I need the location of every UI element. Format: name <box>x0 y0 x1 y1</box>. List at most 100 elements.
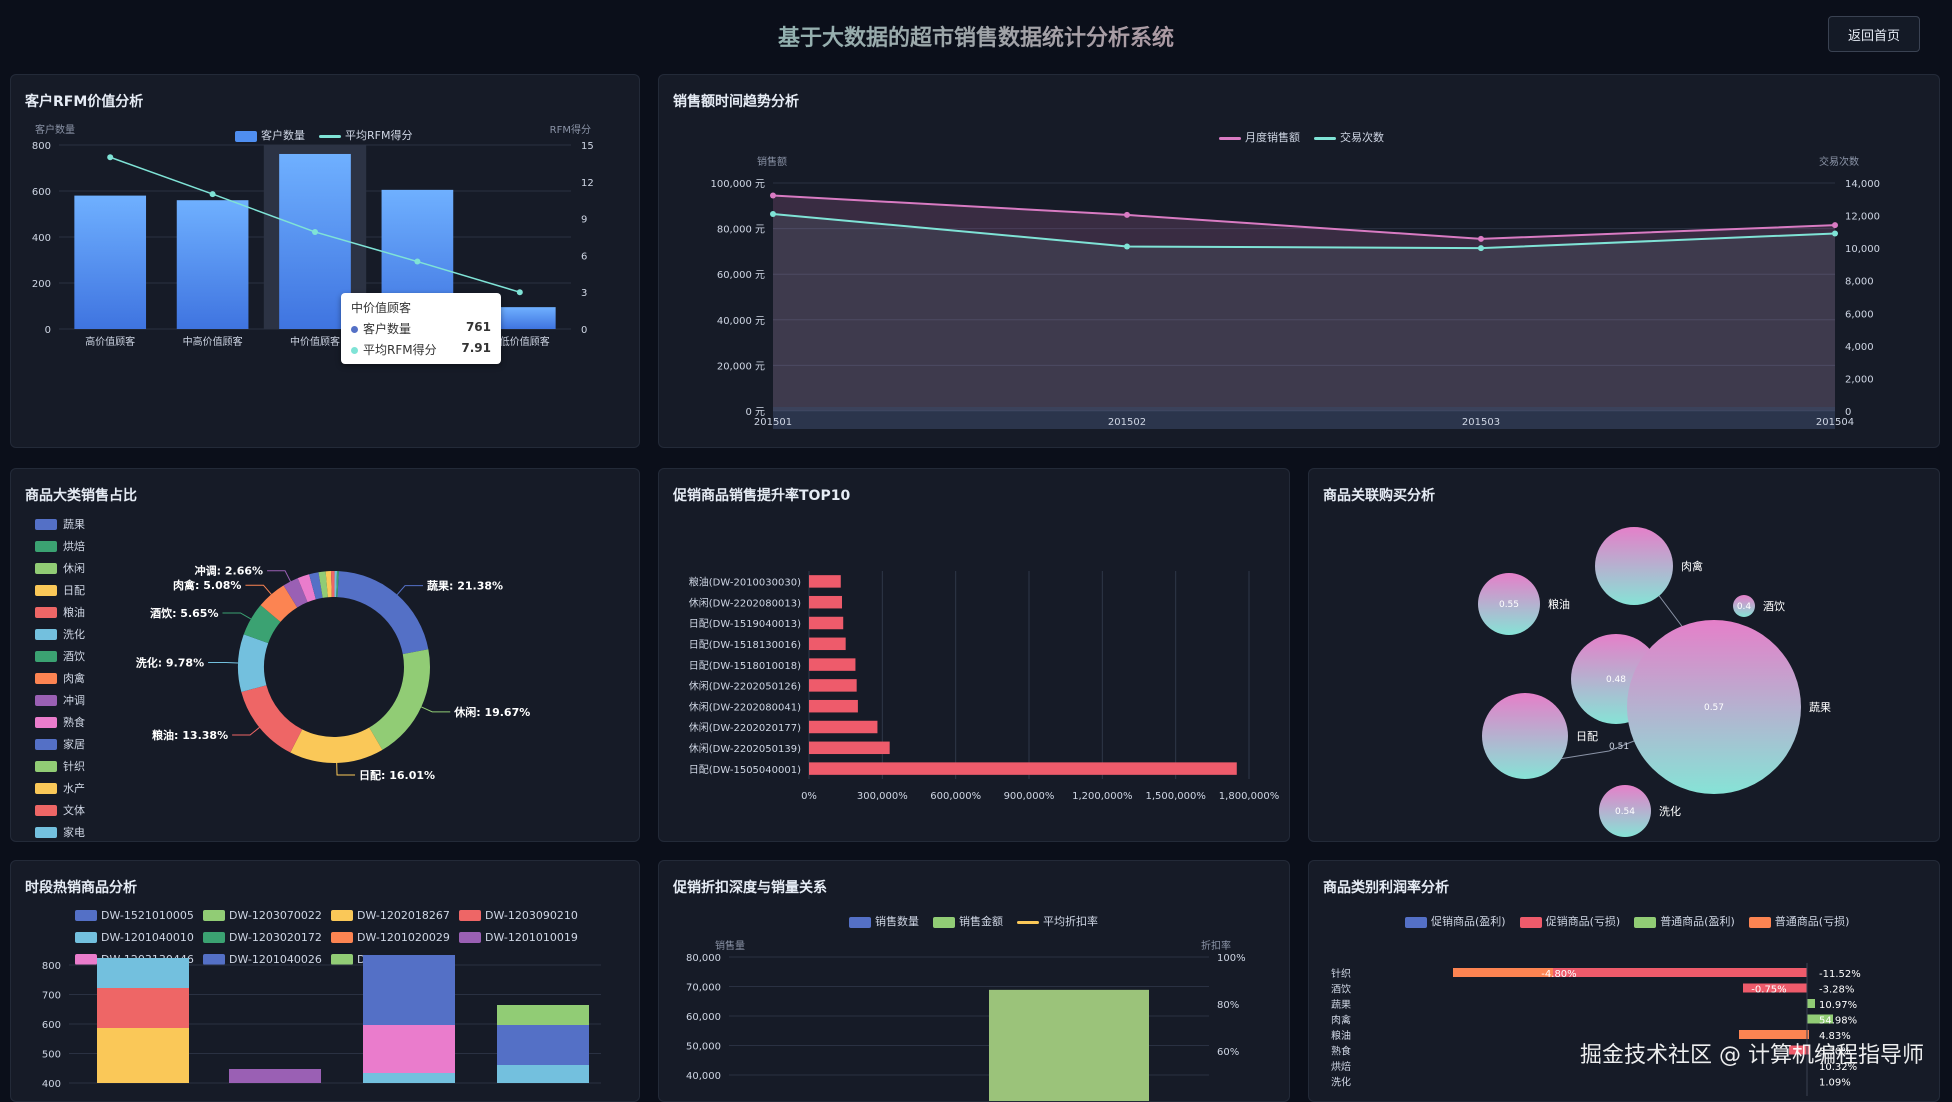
legend-sales-amount[interactable]: 销售金额 <box>933 913 1003 929</box>
home-button[interactable]: 返回首页 <box>1828 16 1920 52</box>
promo-title: 促销商品销售提升率TOP10 <box>673 488 851 504</box>
trend-chart[interactable]: 销售额 交易次数 0 元 20,000 元 40,000 元 60,000 元 80,000… <box>659 75 1939 447</box>
discount-ytick-right: 100% <box>1217 953 1246 964</box>
discount-title: 促销折扣深度与销量关系 <box>673 880 827 896</box>
pie-legend-item[interactable]: 肉禽 <box>35 667 85 689</box>
pie-legend-item[interactable]: 烘焙 <box>35 535 85 557</box>
profit-right-label: 54.98% <box>1819 1016 1857 1027</box>
pie-legend-item[interactable]: 熟食 <box>35 711 85 733</box>
assoc-bubble-value: 0.48 <box>1606 675 1626 685</box>
assoc-bubble-value: 0.54 <box>1615 807 1635 817</box>
legend-promo-loss[interactable]: 促销商品(亏损) <box>1519 913 1620 929</box>
pie-legend-label: 肉禽 <box>63 672 85 685</box>
pie-legend-item[interactable]: 文体 <box>35 799 85 821</box>
hot-legend-swatch <box>75 954 97 965</box>
rfm-ytick-right: 6 <box>581 251 587 262</box>
hot-legend-label: DW-1203090210 <box>485 909 578 922</box>
hot-bar-segment <box>497 1025 589 1065</box>
pie-legend-item[interactable]: 蔬果 <box>35 513 85 535</box>
legend-discount-rate[interactable]: 平均折扣率 <box>1017 913 1098 929</box>
pie-legend-item[interactable]: 洗化 <box>35 623 85 645</box>
discount-ytick-left: 60,000 <box>686 1012 721 1023</box>
hot-legend-label: DW-1203020172 <box>229 931 322 944</box>
hot-ytick: 600 <box>42 1020 61 1031</box>
discount-legend[interactable]: 销售数量 销售金额 平均折扣率 <box>849 913 1098 929</box>
pie-legend-label: 熟食 <box>63 716 85 729</box>
trend-sales-line <box>772 194 1836 240</box>
rfm-ytick-right: 9 <box>581 215 587 226</box>
pie-chart[interactable]: 蔬果: 21.38% 休闲: 19.67% 日配: 16.01% 粮油: 13.38%… <box>11 469 639 841</box>
hot-bar-segment <box>97 1028 189 1083</box>
assoc-title: 商品关联购买分析 <box>1323 488 1435 504</box>
profit-ytick: 蔬果 <box>1331 999 1351 1011</box>
discount-ytick-right: 80% <box>1217 1000 1239 1011</box>
rfm-ytick-left: 400 <box>32 233 51 244</box>
trend-ytick-left: 0 元 <box>745 407 765 418</box>
pie-legend-item[interactable]: 家居 <box>35 733 85 755</box>
discount-yleft-name: 销售量 <box>715 939 745 952</box>
legend-normal-loss[interactable]: 普通商品(亏损) <box>1748 913 1849 929</box>
profit-ytick: 洗化 <box>1331 1076 1351 1089</box>
discount-ytick-right: 60% <box>1217 1047 1239 1058</box>
profit-bar <box>1553 968 1807 977</box>
pie-legend-item[interactable]: 冲调 <box>35 689 85 711</box>
trend-xtick: 201504 <box>1816 417 1854 428</box>
pie-slice <box>331 571 335 598</box>
promo-ytick: 日配(DW-1505040001) <box>689 764 801 776</box>
pie-label: 蔬果: 21.38% <box>427 579 503 593</box>
promo-bar <box>809 637 846 651</box>
promo-ytick: 休闲(DW-2202080041) <box>689 700 801 713</box>
trend-tx-point <box>1124 243 1130 250</box>
rfm-chart[interactable]: 客户数量 RFM得分 0 200 400 600 800 0 3 6 9 12 15 高价值顾客 中高价值顾… <box>11 75 639 447</box>
trend-title: 销售额时间趋势分析 <box>673 94 799 110</box>
legend-sales-qty[interactable]: 销售数量 <box>849 913 919 929</box>
pie-legend-item[interactable]: 酒饮 <box>35 645 85 667</box>
hot-bar-segment <box>363 995 455 1025</box>
pie-legend-item[interactable]: 针织 <box>35 755 85 777</box>
pie-legend[interactable]: 蔬果 烘焙 休闲 日配 粮油 洗化 酒饮肉禽冲调熟食家居 针织 水产 文体 家电 <box>35 513 85 841</box>
trend-ytick-right: 4,000 <box>1845 342 1874 353</box>
pie-legend-swatch <box>35 760 57 772</box>
hot-chart[interactable]: DW-1521010005 DW-1203070022 DW-1202018267 D… <box>11 861 639 1101</box>
promo-bar <box>809 658 856 671</box>
legend-rfm-score[interactable]: 平均RFM得分 <box>319 127 412 143</box>
hot-legend-swatch <box>75 932 97 943</box>
assoc-bubble <box>1478 573 1540 635</box>
profit-legend[interactable]: 促销商品(盈利) 促销商品(亏损) 普通商品(盈利) 普通商品(亏损) <box>1405 913 1849 929</box>
trend-legend[interactable]: 月度销售额 交易次数 <box>1219 129 1384 145</box>
pie-legend-item[interactable]: 粮油 <box>35 601 85 623</box>
pie-slice <box>309 572 323 600</box>
trend-tx-point <box>770 210 776 217</box>
hot-bar-segment <box>497 1005 589 1025</box>
pie-legend-item[interactable]: 水产 <box>35 777 85 799</box>
legend-promo-profit[interactable]: 促销商品(盈利) <box>1405 913 1506 929</box>
pie-label: 日配: 16.01% <box>359 768 435 782</box>
discount-chart[interactable]: 销售量 折扣率 80,000 70,000 60,000 50,000 40,000 100%… <box>659 861 1289 1101</box>
pie-legend-item[interactable]: 休闲 <box>35 557 85 579</box>
legend-normal-profit[interactable]: 普通商品(盈利) <box>1634 913 1735 929</box>
discount-ytick-left: 70,000 <box>686 983 721 994</box>
rfm-score-point <box>312 228 318 235</box>
pie-slice <box>243 605 281 644</box>
promo-chart[interactable]: 0% 300,000% 600,000% 900,000% 1,200,000% 1,50… <box>659 469 1289 841</box>
rfm-score-point <box>414 258 421 265</box>
promo-bar <box>809 575 841 588</box>
legend-transactions[interactable]: 交易次数 <box>1314 129 1384 145</box>
rfm-ytick-left: 0 <box>45 325 51 336</box>
assoc-bubble-value: 0.4 <box>1737 602 1752 612</box>
pie-legend-item[interactable]: 日配 <box>35 579 85 601</box>
page-title: 基于大数据的超市销售数据统计分析系统 <box>0 20 1952 52</box>
legend-customer-count[interactable]: 客户数量 <box>235 127 305 143</box>
pie-legend-item[interactable]: 家电 <box>35 821 85 841</box>
promo-xtick: 1,200,000% <box>1072 791 1132 802</box>
hot-title: 时段热销商品分析 <box>25 880 137 896</box>
rfm-legend[interactable]: 客户数量 平均RFM得分 <box>235 127 412 143</box>
profit-right-label: -3.28% <box>1819 985 1854 996</box>
pie-label-line <box>396 585 424 596</box>
trend-ytick-right: 12,000 <box>1845 212 1880 223</box>
assoc-bubble-label: 酒饮 <box>1763 600 1785 613</box>
pie-label: 冲调: 2.66% <box>195 564 263 578</box>
legend-monthly-sales[interactable]: 月度销售额 <box>1219 129 1300 145</box>
